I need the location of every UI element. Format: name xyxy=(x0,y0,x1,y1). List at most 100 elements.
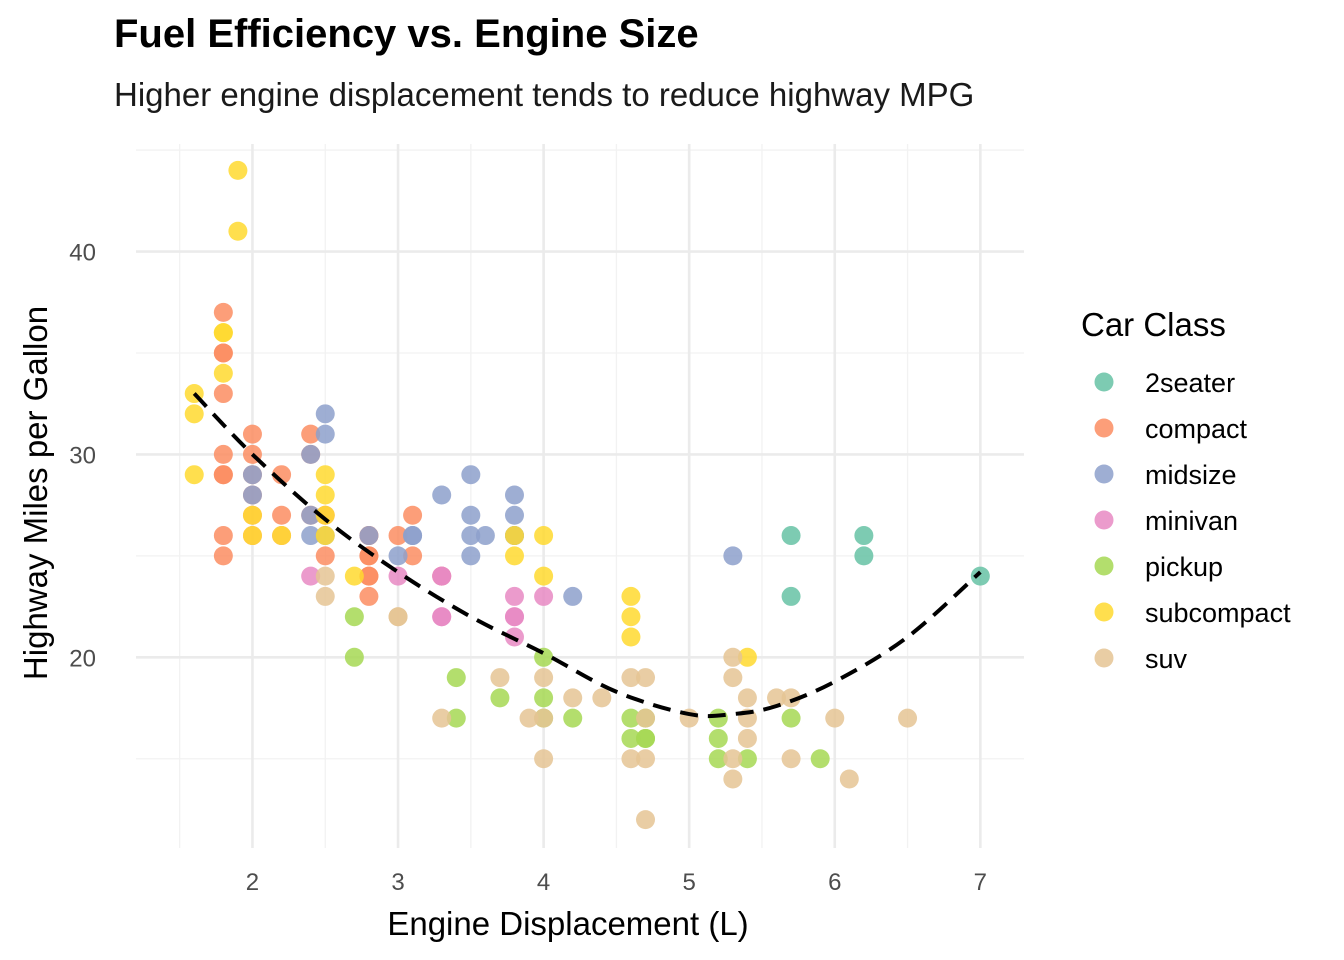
legend-label-midsize: midsize xyxy=(1145,460,1237,490)
point-compact xyxy=(315,546,335,566)
point-midsize xyxy=(359,526,379,546)
point-subcompact xyxy=(534,566,554,586)
point-pickup xyxy=(708,749,728,769)
legend-label-2seater: 2seater xyxy=(1145,368,1235,398)
legend-items: 2seater compact midsize minivan pickup subcom… xyxy=(1094,368,1291,674)
point-suv xyxy=(636,708,656,728)
point-midsize xyxy=(301,526,321,546)
point-compact xyxy=(213,444,233,464)
point-midsize xyxy=(315,424,335,444)
point-midsize xyxy=(242,465,262,485)
legend-label-compact: compact xyxy=(1145,414,1248,444)
point-suv xyxy=(723,749,743,769)
point-suv xyxy=(621,749,641,769)
point-pickup xyxy=(708,708,728,728)
chart-subtitle: Higher engine displacement tends to redu… xyxy=(114,76,975,113)
point-suv xyxy=(432,708,452,728)
point-suv xyxy=(636,810,656,830)
x-tick-label: 3 xyxy=(391,869,404,896)
point-pickup xyxy=(446,708,466,728)
point-subcompact xyxy=(272,526,292,546)
point-pickup xyxy=(708,728,728,748)
x-tick-label: 4 xyxy=(537,869,550,896)
point-subcompact xyxy=(213,363,233,383)
point-midsize xyxy=(461,526,481,546)
point-subcompact xyxy=(184,404,204,424)
point-minivan xyxy=(301,566,321,586)
point-compact xyxy=(213,546,233,566)
point-minivan xyxy=(534,586,554,606)
point-2seater xyxy=(781,586,801,606)
point-midsize xyxy=(461,465,481,485)
point-suv xyxy=(737,688,757,708)
point-compact xyxy=(213,384,233,404)
point-midsize xyxy=(504,485,524,505)
point-suv xyxy=(723,647,743,667)
point-compact xyxy=(272,505,292,525)
x-tick-label: 6 xyxy=(828,869,841,896)
chart-title: Fuel Efficiency vs. Engine Size xyxy=(114,12,699,56)
legend: Car Class 2seater compact midsize minivan pi… xyxy=(1081,306,1291,674)
point-suv xyxy=(839,769,859,789)
x-tick-label: 2 xyxy=(246,869,259,896)
point-compact xyxy=(213,302,233,322)
point-midsize xyxy=(723,546,743,566)
point-subcompact xyxy=(213,323,233,343)
point-suv xyxy=(636,668,656,688)
point-pickup xyxy=(490,688,510,708)
y-tick-label: 40 xyxy=(69,240,96,267)
point-suv xyxy=(534,668,554,688)
point-compact xyxy=(213,343,233,363)
trend-line xyxy=(192,392,982,719)
point-compact xyxy=(359,566,379,586)
point-subcompact xyxy=(315,526,335,546)
point-subcompact xyxy=(504,526,524,546)
point-pickup xyxy=(344,647,364,667)
point-compact xyxy=(403,546,423,566)
point-subcompact xyxy=(344,566,364,586)
point-pickup xyxy=(534,688,554,708)
point-subcompact xyxy=(621,607,641,627)
point-compact xyxy=(301,424,321,444)
point-2seater xyxy=(781,526,801,546)
point-suv xyxy=(534,708,554,728)
point-compact xyxy=(213,465,233,485)
point-pickup xyxy=(781,708,801,728)
point-pickup xyxy=(737,749,757,769)
point-2seater xyxy=(970,566,990,586)
point-compact xyxy=(403,505,423,525)
y-tick-label: 20 xyxy=(69,645,96,672)
point-suv xyxy=(490,668,510,688)
point-subcompact xyxy=(242,505,262,525)
axis-ticks: 2 3 4 5 6 7 20 30 40 xyxy=(69,240,987,896)
y-axis-title: Highway Miles per Gallon xyxy=(17,306,54,680)
point-subcompact xyxy=(534,526,554,546)
point-compact xyxy=(359,586,379,606)
point-pickup xyxy=(446,668,466,688)
legend-key-pickup xyxy=(1094,556,1114,576)
point-suv xyxy=(737,728,757,748)
point-compact xyxy=(388,526,408,546)
legend-label-pickup: pickup xyxy=(1145,552,1223,582)
point-midsize xyxy=(563,586,583,606)
point-midsize xyxy=(315,404,335,424)
point-subcompact xyxy=(228,221,248,241)
point-suv xyxy=(825,708,845,728)
point-suv xyxy=(723,668,743,688)
point-suv xyxy=(636,749,656,769)
legend-key-midsize xyxy=(1094,464,1114,484)
point-subcompact xyxy=(242,526,262,546)
point-suv xyxy=(563,688,583,708)
x-axis-title: Engine Displacement (L) xyxy=(387,905,748,942)
point-midsize xyxy=(475,526,495,546)
legend-key-subcompact xyxy=(1094,602,1114,622)
data-points xyxy=(184,160,990,830)
x-tick-label: 7 xyxy=(974,869,987,896)
point-suv xyxy=(315,566,335,586)
legend-key-minivan xyxy=(1094,510,1114,530)
point-compact xyxy=(213,526,233,546)
point-suv xyxy=(781,749,801,769)
point-midsize xyxy=(432,485,452,505)
point-pickup xyxy=(563,708,583,728)
point-suv xyxy=(898,708,918,728)
